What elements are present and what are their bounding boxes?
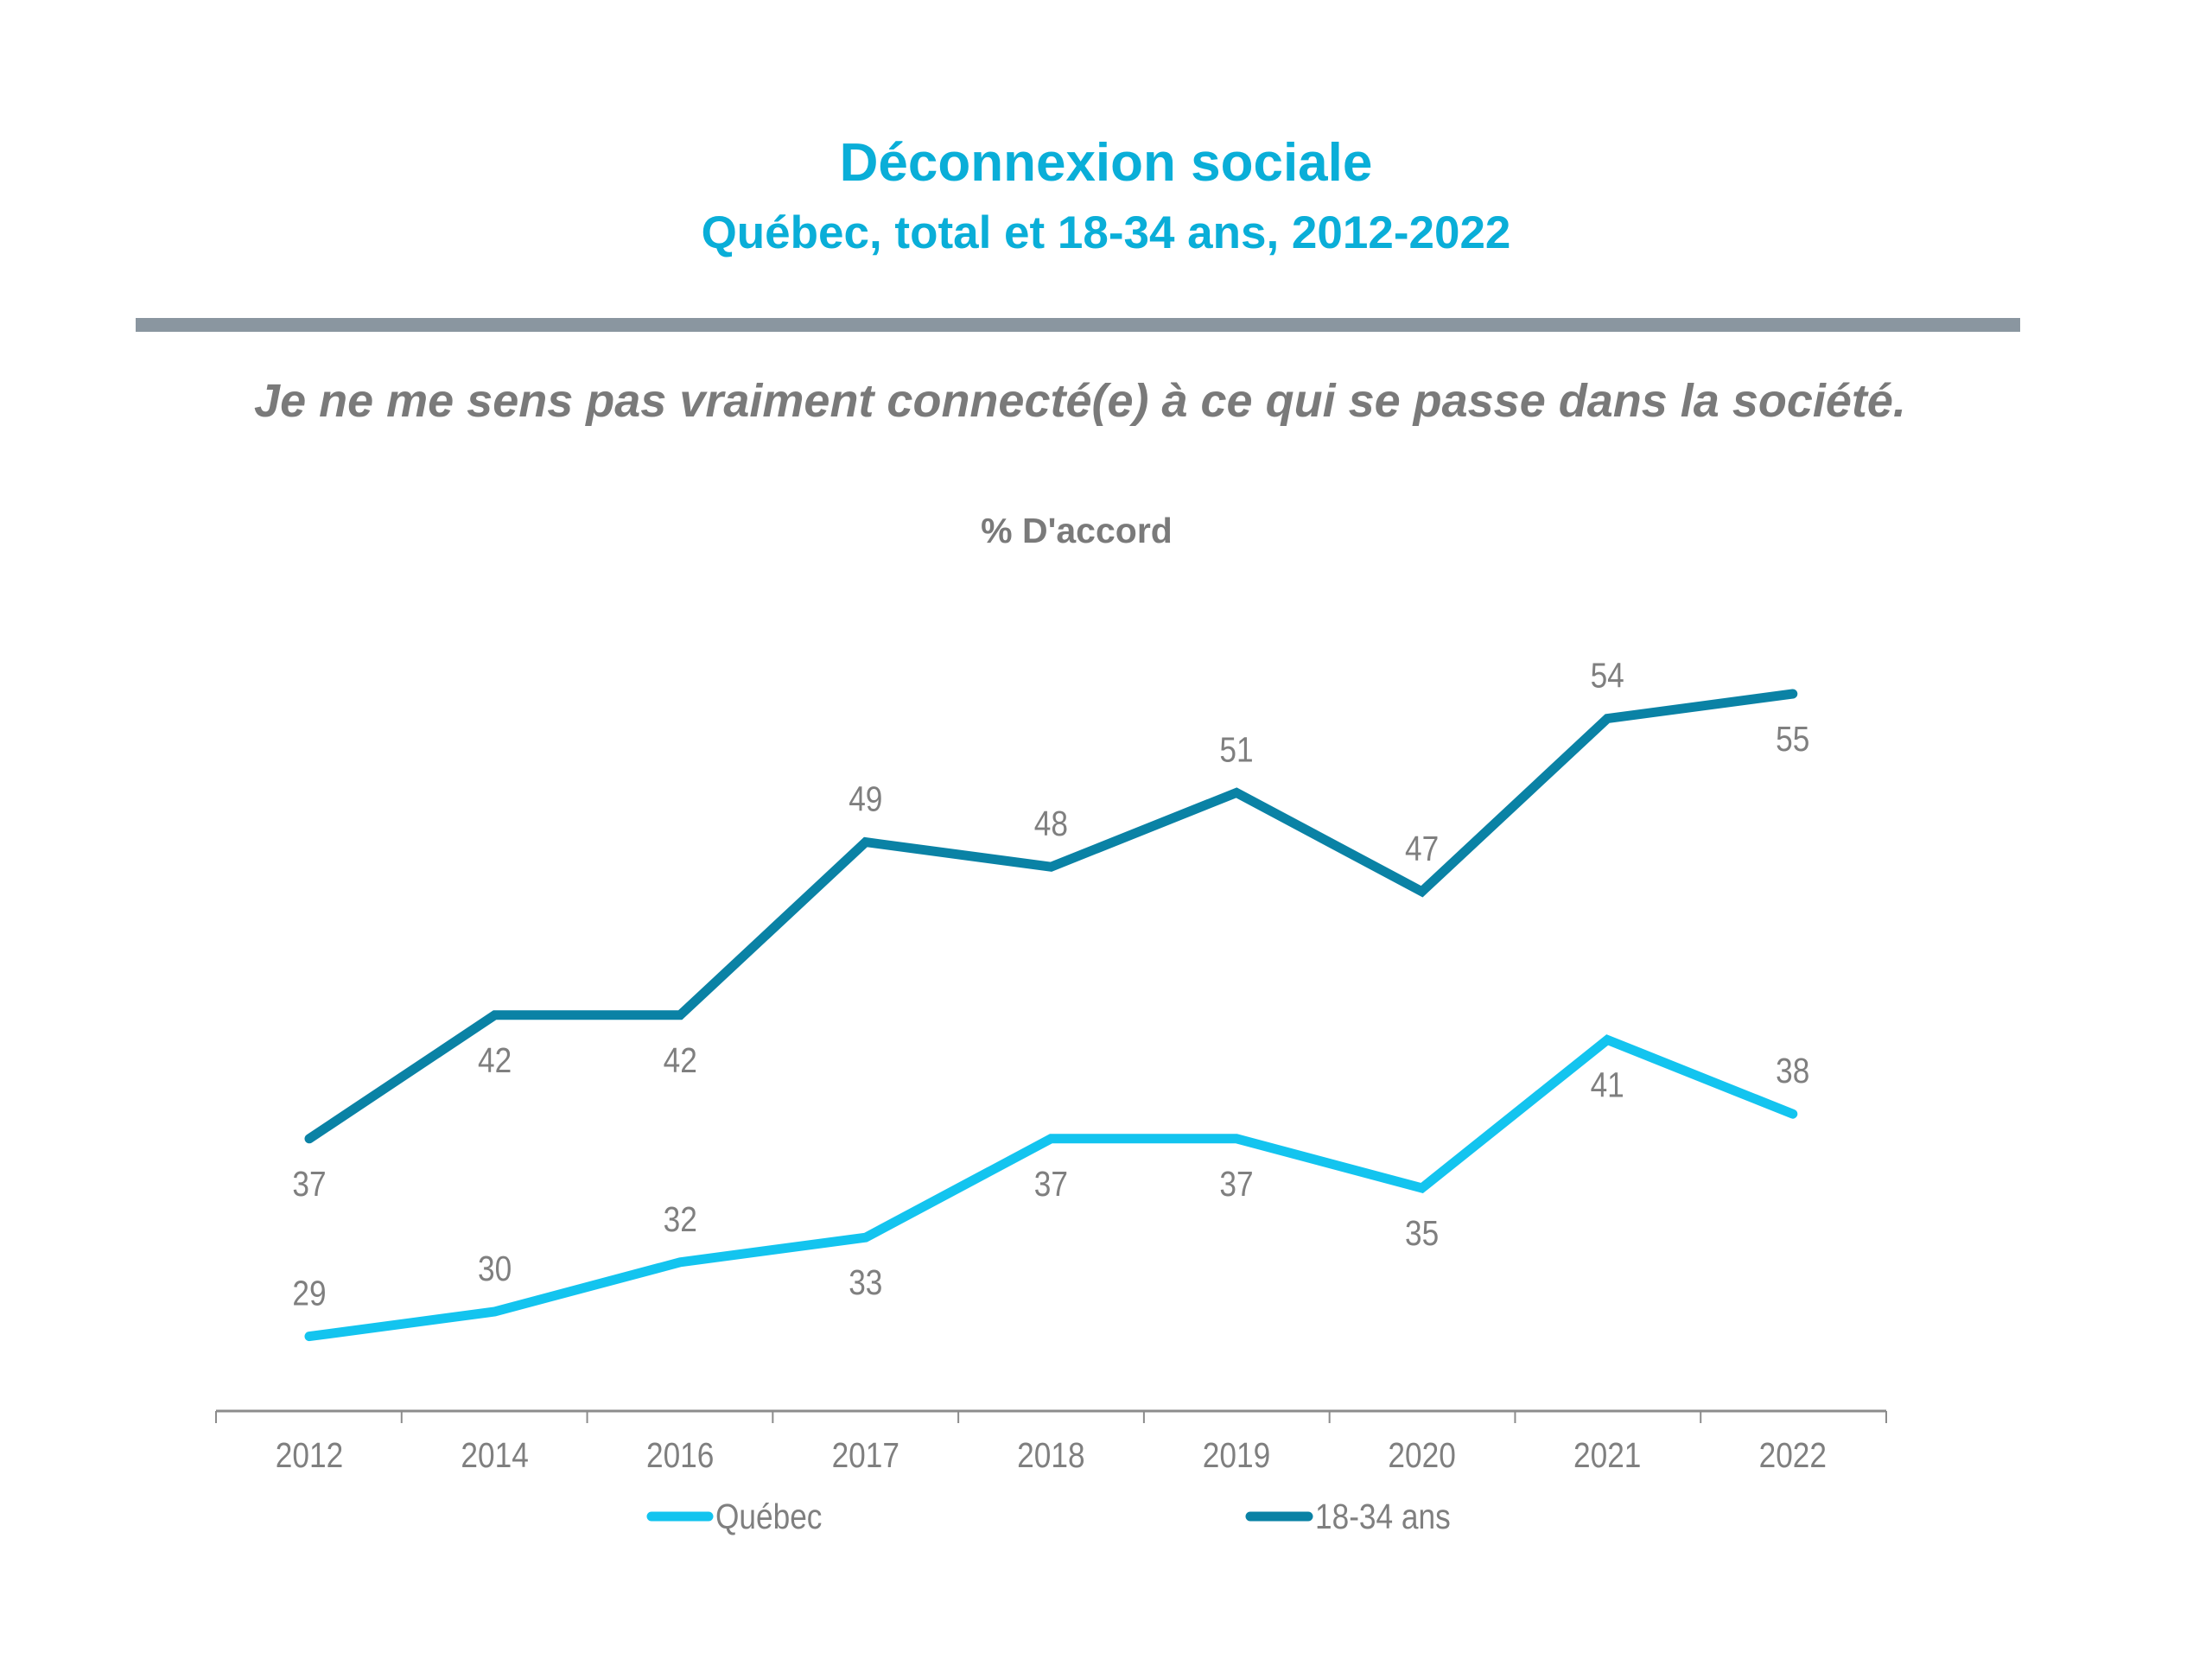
series-lines bbox=[304, 689, 1798, 1342]
x-axis: 2012 2014 2016 2017 2018 2019 2020 2021 2022 bbox=[215, 1409, 1887, 1476]
series-line-quebec bbox=[304, 1034, 1798, 1342]
data-label: 41 bbox=[1591, 1065, 1624, 1105]
legend-item-18-34: 18-34 ans bbox=[1245, 1497, 1451, 1537]
survey-question-text: Je ne me sens pas vraiment connecté(e) à… bbox=[254, 375, 1906, 427]
x-tick-label: 2018 bbox=[1017, 1436, 1084, 1476]
legend: Québec 18-34 ans bbox=[646, 1497, 1451, 1537]
x-tick-label: 2019 bbox=[1203, 1436, 1270, 1476]
chart-title: Déconnexion sociale bbox=[0, 137, 2212, 190]
data-label: 42 bbox=[664, 1040, 697, 1080]
data-label: 29 bbox=[292, 1274, 326, 1313]
data-label: 42 bbox=[478, 1040, 512, 1080]
y-axis-label: % D'accord bbox=[0, 513, 2212, 549]
data-labels: 29 30 32 33 37 37 35 41 38 37 42 42 49 48 51 47 54 55 bbox=[292, 656, 1809, 1313]
data-label: 35 bbox=[1405, 1214, 1439, 1254]
x-tick-label: 2017 bbox=[832, 1436, 899, 1476]
data-label: 51 bbox=[1219, 730, 1253, 770]
legend-label: 18-34 ans bbox=[1315, 1497, 1451, 1537]
data-label: 48 bbox=[1034, 804, 1068, 844]
y-axis-label-text: % D'accord bbox=[981, 511, 1173, 550]
legend-item-quebec: Québec bbox=[646, 1497, 822, 1537]
x-tick-label: 2021 bbox=[1573, 1436, 1641, 1476]
x-tick-label: 2022 bbox=[1759, 1436, 1827, 1476]
chart-title-text: Déconnexion sociale bbox=[839, 133, 1373, 193]
survey-question: Je ne me sens pas vraiment connecté(e) à… bbox=[0, 378, 2212, 424]
data-label: 32 bbox=[664, 1199, 697, 1239]
x-tick-label: 2014 bbox=[461, 1436, 528, 1476]
series-line-18-34 bbox=[304, 689, 1798, 1144]
x-tick-label: 2020 bbox=[1388, 1436, 1455, 1476]
header-divider bbox=[136, 318, 2020, 332]
data-label: 33 bbox=[849, 1263, 882, 1303]
data-label: 47 bbox=[1405, 829, 1439, 868]
data-label: 38 bbox=[1776, 1052, 1809, 1091]
data-label: 54 bbox=[1591, 656, 1624, 696]
x-tick-label: 2012 bbox=[276, 1436, 343, 1476]
chart-subtitle: Québec, total et 18-34 ans, 2012-2022 bbox=[701, 207, 1511, 258]
data-label: 30 bbox=[478, 1249, 512, 1289]
data-label: 55 bbox=[1776, 720, 1809, 760]
x-tick-label: 2016 bbox=[646, 1436, 714, 1476]
legend-label: Québec bbox=[715, 1497, 822, 1537]
data-label: 37 bbox=[1219, 1164, 1253, 1204]
data-label: 37 bbox=[292, 1164, 326, 1204]
data-label: 49 bbox=[849, 779, 882, 819]
data-label: 37 bbox=[1034, 1164, 1068, 1204]
